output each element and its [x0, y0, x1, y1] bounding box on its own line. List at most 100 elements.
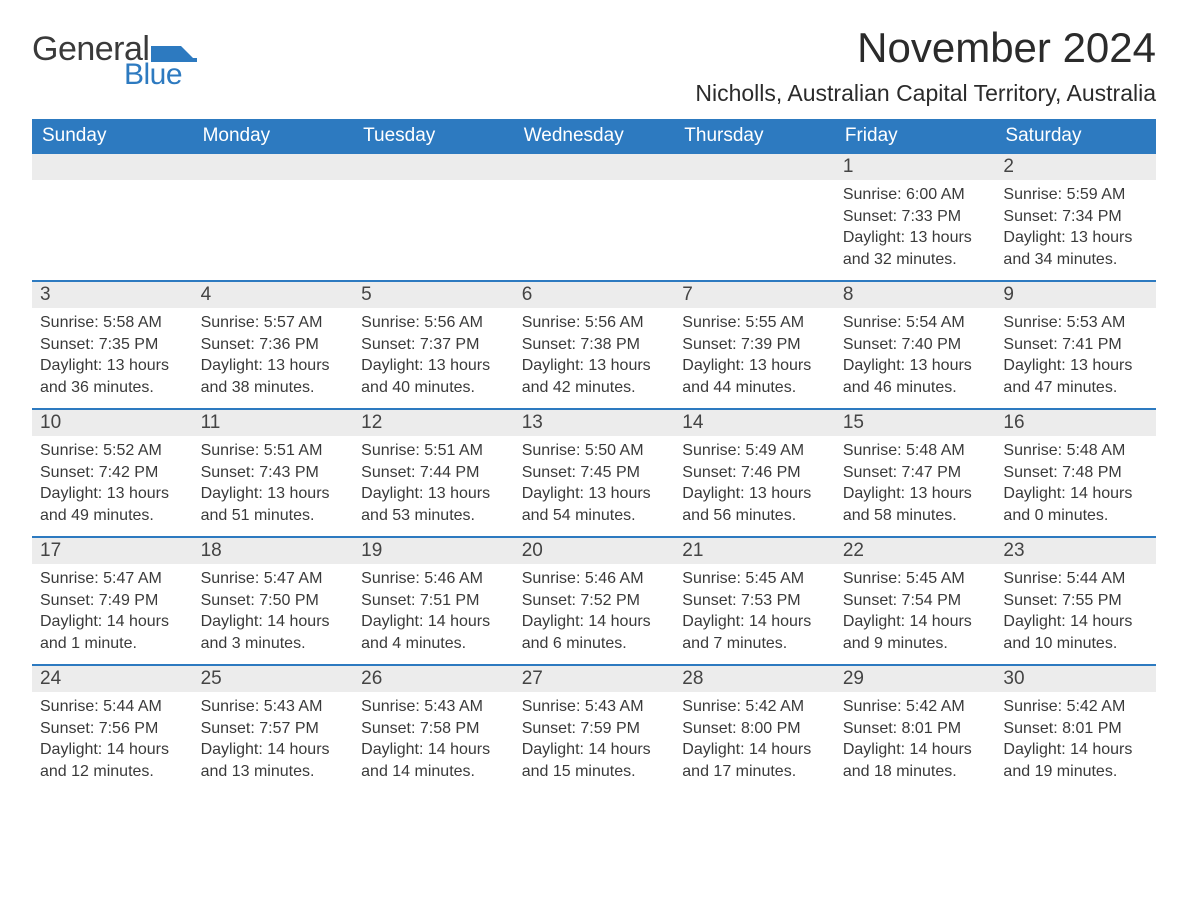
day-body: Sunrise: 6:00 AMSunset: 7:33 PMDaylight:…	[835, 180, 996, 276]
day-cell: 12Sunrise: 5:51 AMSunset: 7:44 PMDayligh…	[353, 410, 514, 536]
week-row: 17Sunrise: 5:47 AMSunset: 7:49 PMDayligh…	[32, 536, 1156, 664]
dow-cell: Tuesday	[353, 119, 514, 154]
daylight-line: Daylight: 14 hours and 12 minutes.	[40, 739, 185, 782]
sunset-line: Sunset: 8:01 PM	[1003, 718, 1148, 740]
daylight-line: Daylight: 13 hours and 51 minutes.	[201, 483, 346, 526]
day-body: Sunrise: 5:45 AMSunset: 7:53 PMDaylight:…	[674, 564, 835, 660]
day-cell: 28Sunrise: 5:42 AMSunset: 8:00 PMDayligh…	[674, 666, 835, 792]
day-number: 13	[514, 410, 675, 436]
day-body: Sunrise: 5:59 AMSunset: 7:34 PMDaylight:…	[995, 180, 1156, 276]
day-number: 16	[995, 410, 1156, 436]
day-cell: 3Sunrise: 5:58 AMSunset: 7:35 PMDaylight…	[32, 282, 193, 408]
daylight-line: Daylight: 13 hours and 54 minutes.	[522, 483, 667, 526]
day-body: Sunrise: 5:55 AMSunset: 7:39 PMDaylight:…	[674, 308, 835, 404]
day-cell: 30Sunrise: 5:42 AMSunset: 8:01 PMDayligh…	[995, 666, 1156, 792]
sunrise-line: Sunrise: 5:48 AM	[843, 440, 988, 462]
day-number: 3	[32, 282, 193, 308]
sunset-line: Sunset: 7:53 PM	[682, 590, 827, 612]
day-number: 5	[353, 282, 514, 308]
day-cell: 2Sunrise: 5:59 AMSunset: 7:34 PMDaylight…	[995, 154, 1156, 280]
day-cell: 7Sunrise: 5:55 AMSunset: 7:39 PMDaylight…	[674, 282, 835, 408]
dow-cell: Friday	[835, 119, 996, 154]
day-cell: 14Sunrise: 5:49 AMSunset: 7:46 PMDayligh…	[674, 410, 835, 536]
day-body: Sunrise: 5:47 AMSunset: 7:50 PMDaylight:…	[193, 564, 354, 660]
day-body: Sunrise: 5:50 AMSunset: 7:45 PMDaylight:…	[514, 436, 675, 532]
sunset-line: Sunset: 7:44 PM	[361, 462, 506, 484]
day-number: 6	[514, 282, 675, 308]
sunset-line: Sunset: 7:49 PM	[40, 590, 185, 612]
sunrise-line: Sunrise: 5:53 AM	[1003, 312, 1148, 334]
sunset-line: Sunset: 7:35 PM	[40, 334, 185, 356]
sunrise-line: Sunrise: 5:43 AM	[201, 696, 346, 718]
day-body: Sunrise: 5:47 AMSunset: 7:49 PMDaylight:…	[32, 564, 193, 660]
day-cell: 20Sunrise: 5:46 AMSunset: 7:52 PMDayligh…	[514, 538, 675, 664]
day-cell: 17Sunrise: 5:47 AMSunset: 7:49 PMDayligh…	[32, 538, 193, 664]
day-number: 18	[193, 538, 354, 564]
sunset-line: Sunset: 7:36 PM	[201, 334, 346, 356]
day-body: Sunrise: 5:56 AMSunset: 7:38 PMDaylight:…	[514, 308, 675, 404]
daylight-line: Daylight: 13 hours and 56 minutes.	[682, 483, 827, 526]
day-cell	[514, 154, 675, 280]
sunrise-line: Sunrise: 5:47 AM	[201, 568, 346, 590]
dow-cell: Saturday	[995, 119, 1156, 154]
sunset-line: Sunset: 7:42 PM	[40, 462, 185, 484]
sunset-line: Sunset: 7:56 PM	[40, 718, 185, 740]
daylight-line: Daylight: 13 hours and 53 minutes.	[361, 483, 506, 526]
daylight-line: Daylight: 13 hours and 36 minutes.	[40, 355, 185, 398]
day-body: Sunrise: 5:49 AMSunset: 7:46 PMDaylight:…	[674, 436, 835, 532]
day-number: 29	[835, 666, 996, 692]
empty-daynum-bar	[353, 154, 514, 180]
dow-cell: Sunday	[32, 119, 193, 154]
day-cell	[32, 154, 193, 280]
sunset-line: Sunset: 7:38 PM	[522, 334, 667, 356]
daylight-line: Daylight: 14 hours and 7 minutes.	[682, 611, 827, 654]
dow-cell: Thursday	[674, 119, 835, 154]
sunrise-line: Sunrise: 5:44 AM	[40, 696, 185, 718]
sunrise-line: Sunrise: 5:43 AM	[361, 696, 506, 718]
day-body: Sunrise: 5:46 AMSunset: 7:52 PMDaylight:…	[514, 564, 675, 660]
empty-daynum-bar	[32, 154, 193, 180]
daylight-line: Daylight: 13 hours and 42 minutes.	[522, 355, 667, 398]
day-cell: 23Sunrise: 5:44 AMSunset: 7:55 PMDayligh…	[995, 538, 1156, 664]
day-body: Sunrise: 5:53 AMSunset: 7:41 PMDaylight:…	[995, 308, 1156, 404]
day-number: 12	[353, 410, 514, 436]
day-number: 20	[514, 538, 675, 564]
week-row: 24Sunrise: 5:44 AMSunset: 7:56 PMDayligh…	[32, 664, 1156, 792]
sunrise-line: Sunrise: 5:56 AM	[522, 312, 667, 334]
day-number: 15	[835, 410, 996, 436]
day-cell: 6Sunrise: 5:56 AMSunset: 7:38 PMDaylight…	[514, 282, 675, 408]
sunset-line: Sunset: 7:40 PM	[843, 334, 988, 356]
daylight-line: Daylight: 14 hours and 19 minutes.	[1003, 739, 1148, 782]
dow-cell: Monday	[193, 119, 354, 154]
day-cell: 22Sunrise: 5:45 AMSunset: 7:54 PMDayligh…	[835, 538, 996, 664]
day-body: Sunrise: 5:43 AMSunset: 7:57 PMDaylight:…	[193, 692, 354, 788]
sunset-line: Sunset: 7:34 PM	[1003, 206, 1148, 228]
logo: General Blue	[32, 24, 197, 90]
day-cell: 5Sunrise: 5:56 AMSunset: 7:37 PMDaylight…	[353, 282, 514, 408]
sunset-line: Sunset: 7:46 PM	[682, 462, 827, 484]
day-body: Sunrise: 5:57 AMSunset: 7:36 PMDaylight:…	[193, 308, 354, 404]
sunrise-line: Sunrise: 5:59 AM	[1003, 184, 1148, 206]
sunset-line: Sunset: 7:41 PM	[1003, 334, 1148, 356]
sunrise-line: Sunrise: 5:46 AM	[522, 568, 667, 590]
day-body: Sunrise: 5:42 AMSunset: 8:01 PMDaylight:…	[835, 692, 996, 788]
day-body: Sunrise: 5:51 AMSunset: 7:43 PMDaylight:…	[193, 436, 354, 532]
sunrise-line: Sunrise: 5:47 AM	[40, 568, 185, 590]
sunset-line: Sunset: 7:52 PM	[522, 590, 667, 612]
sunrise-line: Sunrise: 5:52 AM	[40, 440, 185, 462]
daylight-line: Daylight: 13 hours and 38 minutes.	[201, 355, 346, 398]
calendar-body: 1Sunrise: 6:00 AMSunset: 7:33 PMDaylight…	[32, 154, 1156, 792]
week-row: 3Sunrise: 5:58 AMSunset: 7:35 PMDaylight…	[32, 280, 1156, 408]
daylight-line: Daylight: 14 hours and 9 minutes.	[843, 611, 988, 654]
day-body: Sunrise: 5:43 AMSunset: 7:59 PMDaylight:…	[514, 692, 675, 788]
day-cell	[353, 154, 514, 280]
sunset-line: Sunset: 7:54 PM	[843, 590, 988, 612]
day-number: 21	[674, 538, 835, 564]
day-cell: 9Sunrise: 5:53 AMSunset: 7:41 PMDaylight…	[995, 282, 1156, 408]
day-number: 22	[835, 538, 996, 564]
day-cell: 13Sunrise: 5:50 AMSunset: 7:45 PMDayligh…	[514, 410, 675, 536]
sunset-line: Sunset: 7:33 PM	[843, 206, 988, 228]
day-body: Sunrise: 5:51 AMSunset: 7:44 PMDaylight:…	[353, 436, 514, 532]
dow-cell: Wednesday	[514, 119, 675, 154]
sunset-line: Sunset: 7:39 PM	[682, 334, 827, 356]
